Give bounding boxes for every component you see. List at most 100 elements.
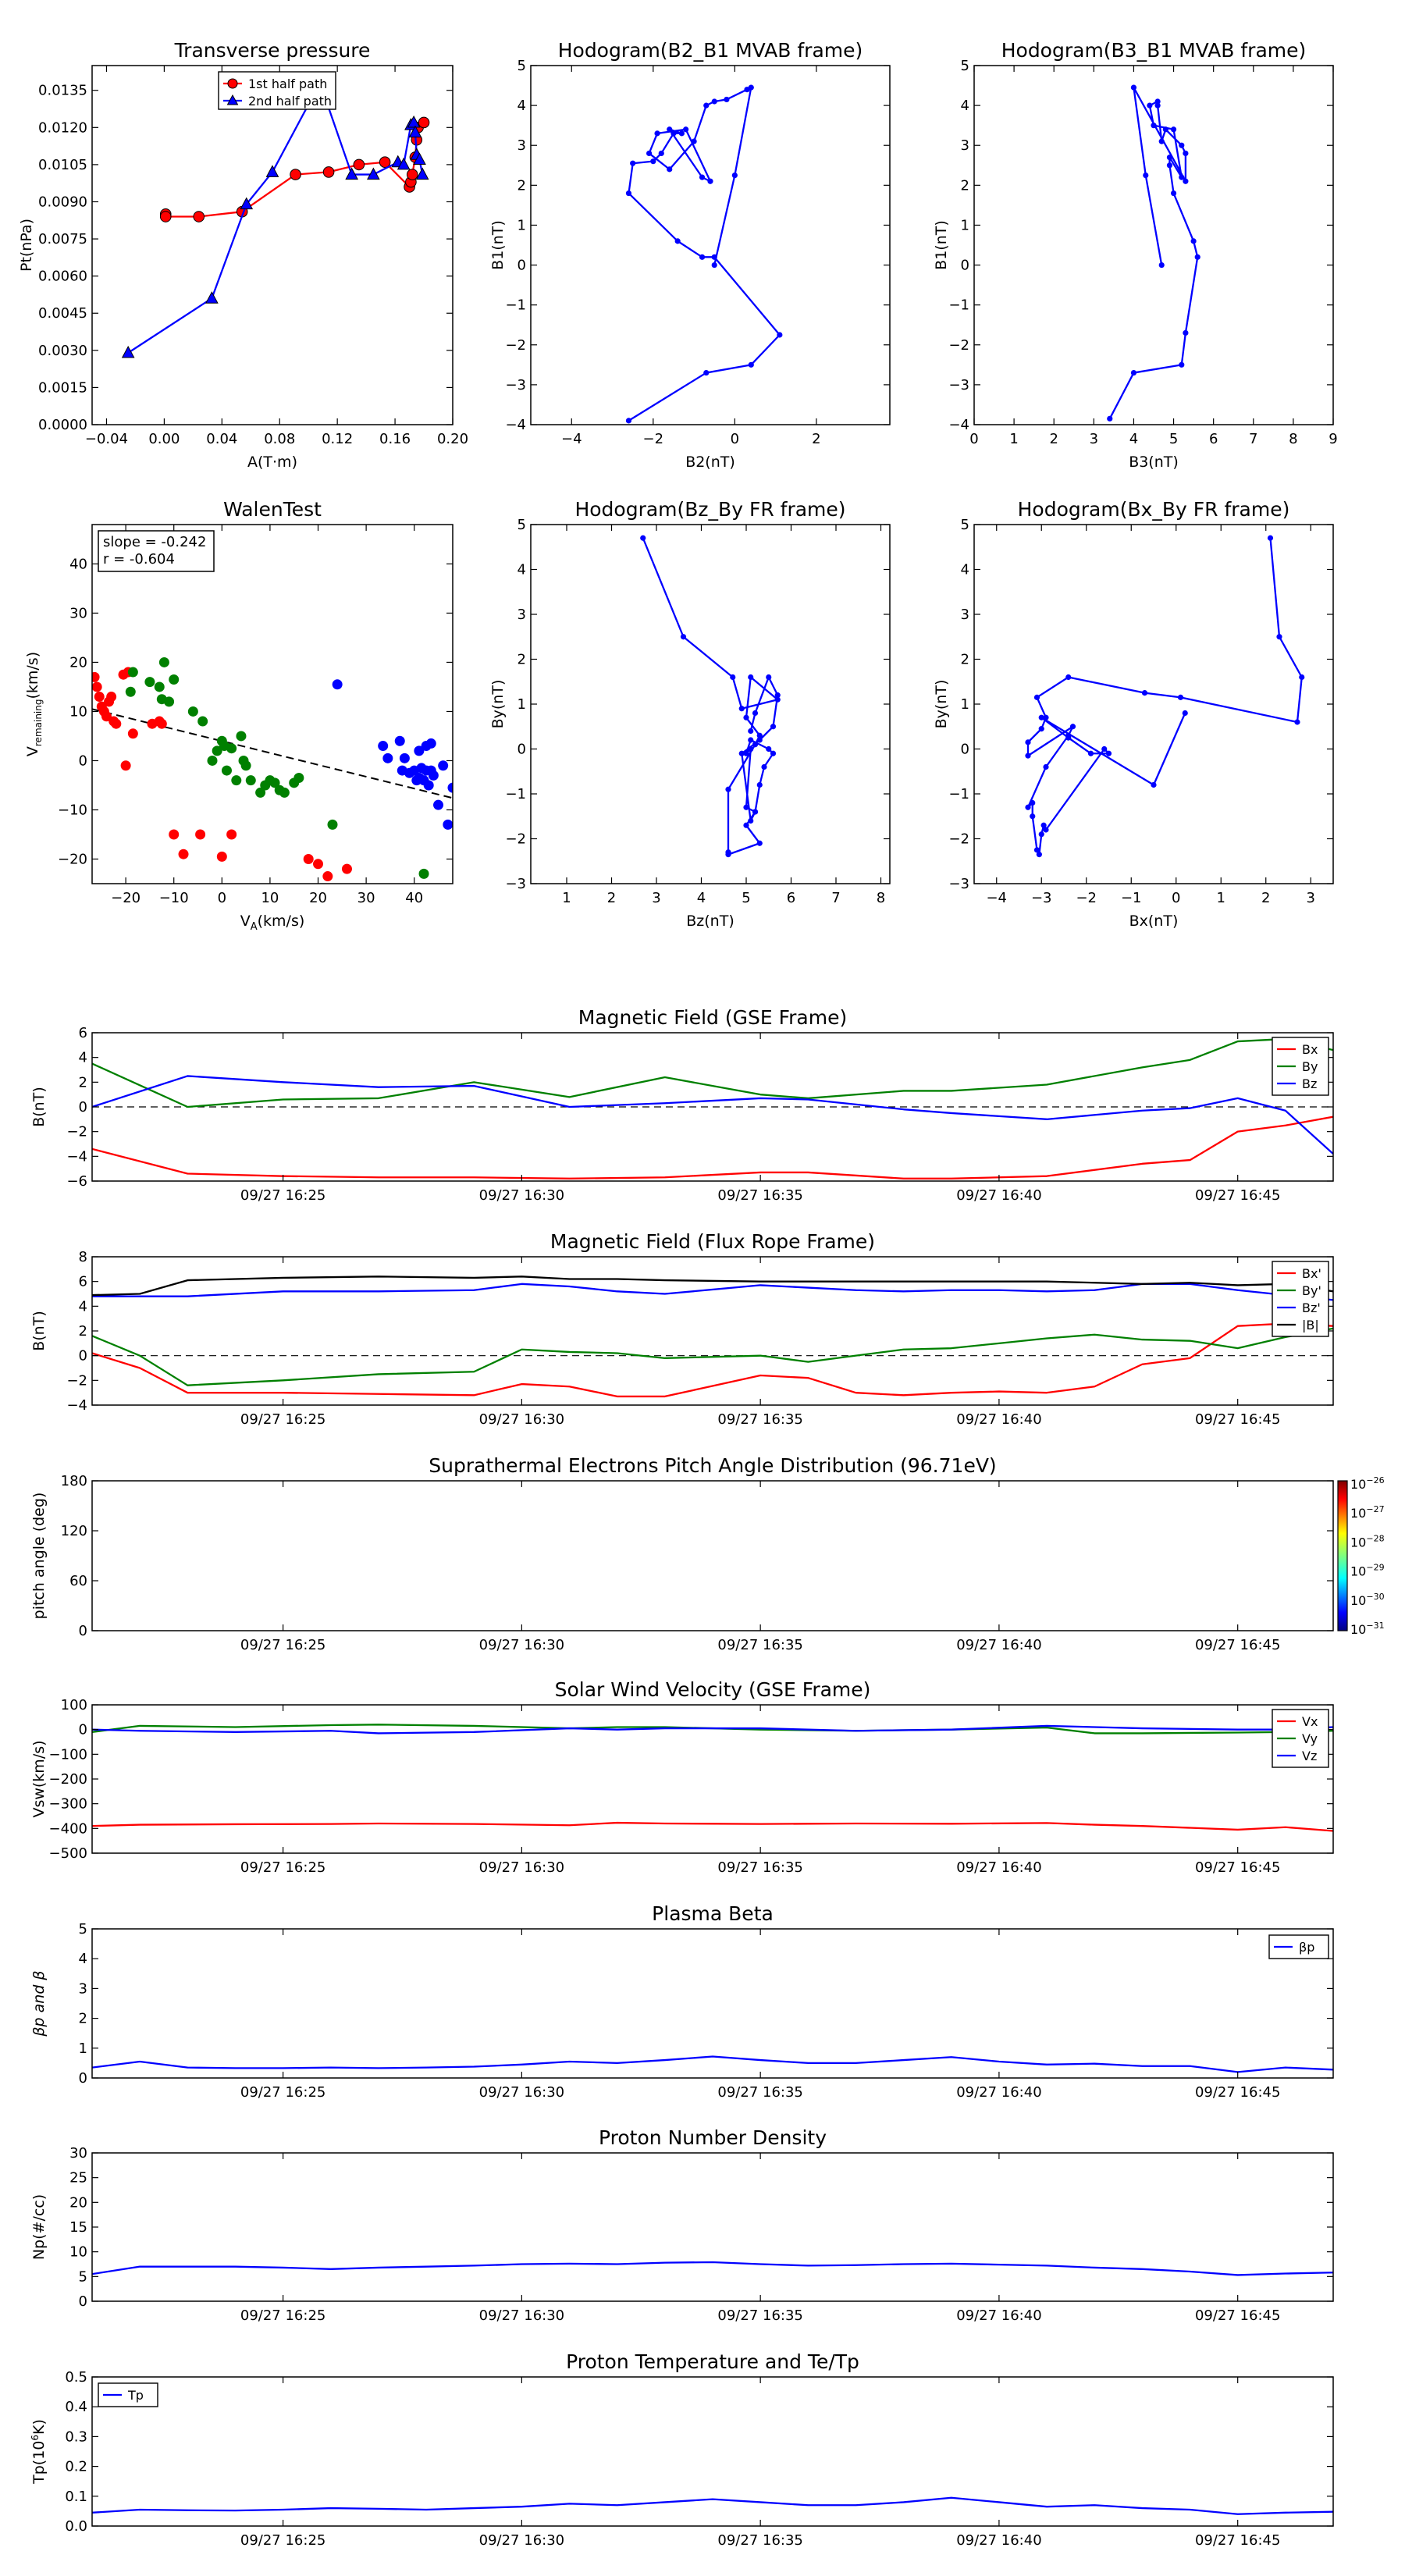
data-point (711, 98, 717, 105)
series-2 (332, 679, 453, 830)
y-axis-label: Np(#/cc) (30, 2194, 48, 2260)
y-axis-label: Vsw(km/s) (30, 1740, 48, 1817)
y-tick-label: 0 (961, 742, 969, 758)
data-point (226, 829, 237, 840)
data-point (650, 158, 656, 165)
data-point (670, 130, 677, 137)
y-tick-label: −3 (505, 377, 526, 393)
x-axis-label: VA(km/s) (240, 913, 305, 933)
y-tick-label: 15 (69, 2219, 87, 2236)
chart-title: Proton Number Density (599, 2126, 827, 2149)
data-point (197, 716, 208, 727)
series-bx (92, 1322, 1333, 1398)
data-point (187, 706, 198, 717)
data-point (774, 696, 781, 703)
x-tick-label: 6 (1209, 431, 1218, 447)
x-tick-label: 09/27 16:35 (717, 2532, 802, 2549)
data-point (630, 160, 636, 166)
data-point (169, 829, 180, 840)
x-tick-label: 09/27 16:40 (956, 1411, 1041, 1428)
y-tick-label: 2 (961, 177, 969, 194)
data-point (1166, 154, 1173, 161)
data-point (761, 763, 767, 770)
series-line (1108, 86, 1199, 419)
data-point (1025, 804, 1031, 810)
x-tick-label: 09/27 16:25 (240, 1411, 325, 1428)
series-0 (1107, 84, 1200, 422)
y-tick-label: 3 (79, 1980, 87, 1997)
y-tick-label: 60 (69, 1573, 87, 1589)
data-point (680, 634, 687, 640)
legend-label: Vz (1302, 1749, 1317, 1763)
data-point (418, 116, 430, 129)
y-tick-label: −2 (505, 831, 526, 848)
y-tick-label: 5 (961, 517, 969, 533)
legend-label: By (1302, 1059, 1318, 1074)
chart-beta: Plasma Beta 0 1 2 3 4 5 09/27 16:25 09/27 16:30 0… (30, 1902, 1334, 2101)
plot-area (92, 1276, 1333, 1398)
data-point (678, 130, 685, 137)
data-point (195, 829, 206, 840)
x-tick-label: 4 (697, 890, 706, 906)
y-tick-label: −6 (66, 1173, 87, 1190)
data-point (738, 706, 745, 712)
x-tick-label: 3 (1090, 431, 1098, 447)
data-point (1033, 694, 1040, 700)
plot-area (92, 2261, 1333, 2276)
y-tick-label: 3 (961, 607, 969, 623)
y-tick-label: 4 (518, 98, 526, 114)
data-point (341, 863, 352, 874)
data-point (752, 809, 759, 815)
data-point (221, 765, 232, 776)
data-point (418, 868, 429, 879)
series-p (92, 2055, 1333, 2073)
y-tick-label: 2 (79, 1323, 87, 1340)
y-axis-label: By(nT) (489, 680, 507, 729)
data-point (752, 742, 759, 748)
y-tick-label: 1 (961, 696, 969, 713)
data-point (748, 817, 754, 824)
data-point (127, 667, 138, 678)
data-point (1158, 138, 1165, 144)
x-tick-label: 09/27 16:25 (240, 1859, 325, 1876)
data-point (1143, 172, 1149, 179)
data-point (1025, 753, 1031, 759)
x-tick-label: 09/27 16:30 (479, 1411, 564, 1428)
series-bx (92, 1115, 1333, 1179)
chart-np: Proton Number Density 0 5 10 15 20 25 30 09/27 1… (30, 2126, 1334, 2324)
colorbar-tick-label: 10−26 (1350, 1475, 1385, 1492)
data-point (158, 656, 169, 667)
chart-vsw: Solar Wind Velocity (GSE Frame) −500 −400 −… (30, 1678, 1334, 1876)
data-point (743, 822, 749, 828)
data-point (1069, 724, 1076, 730)
data-point (1033, 847, 1040, 853)
y-tick-label: −2 (66, 1372, 87, 1389)
x-tick-label: 7 (1249, 431, 1257, 447)
series-line (92, 1821, 1333, 1832)
chart-title: WalenTest (223, 498, 322, 521)
data-point (748, 745, 754, 753)
data-point (345, 167, 358, 180)
data-point (205, 291, 219, 304)
x-tick-label: 09/27 16:40 (956, 2307, 1041, 2324)
data-point (699, 174, 706, 180)
chart-walen: WalenTest −20 −10 0 10 20 30 40 −20 −10 0 10 20 30 40 V… (24, 498, 454, 933)
y-tick-label: 0 (79, 1348, 87, 1364)
y-tick-label: −2 (948, 831, 969, 848)
chart-h2: Hodogram(B3_B1 MVAB frame) −4 −3 −2 −1 0 1 2 3 4 5… (933, 39, 1338, 471)
x-tick-label: 3 (652, 890, 660, 906)
y-tick-label: 0.1 (65, 2489, 87, 2505)
y-tick-label: 10 (69, 703, 87, 720)
series-line (92, 2055, 1333, 2073)
legend-marker (226, 94, 239, 105)
y-tick-label: 4 (518, 562, 526, 578)
data-point (730, 674, 736, 681)
plot-frame (91, 1480, 1334, 1631)
chart-mag_fr: Magnetic Field (Flux Rope Frame) −4 −2 0 2 4 6… (30, 1230, 1334, 1428)
x-tick-label: 2 (1261, 890, 1270, 906)
plot-area (92, 2496, 1333, 2515)
data-point (382, 753, 393, 763)
chart-title: Hodogram(Bx_By FR frame) (1018, 498, 1290, 521)
data-point (699, 254, 706, 260)
data-point (279, 787, 290, 798)
